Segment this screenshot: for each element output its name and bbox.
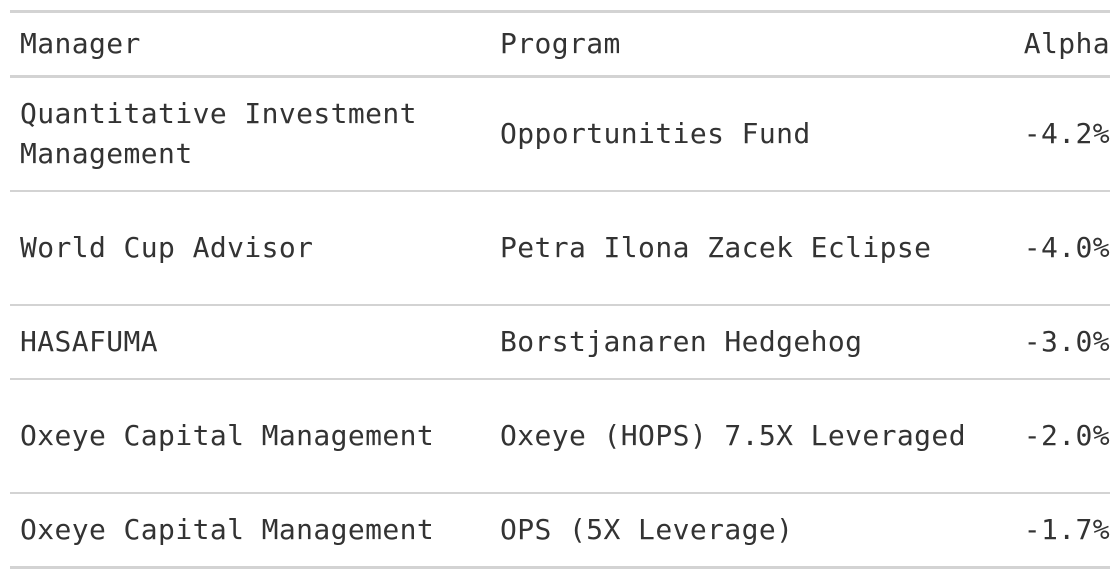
results-table: Manager Program Alpha Quantitative Inves…	[10, 10, 1110, 569]
cell-manager: World Cup Advisor	[10, 191, 490, 306]
results-table-container: Manager Program Alpha Quantitative Inves…	[10, 10, 1110, 569]
cell-alpha: -4.2%	[990, 76, 1110, 192]
table-body: Quantitative Investment Management Oppor…	[10, 76, 1110, 569]
cell-manager: Quantitative Investment Management	[10, 76, 490, 192]
cell-program: Opportunities Fund	[490, 76, 990, 192]
cell-program: Borstjanaren Hedgehog	[490, 305, 990, 380]
cell-program: OPS (5X Leverage)	[490, 493, 990, 569]
cell-program: Oxeye (HOPS) 7.5X Leveraged	[490, 379, 990, 494]
table-header: Manager Program Alpha	[10, 11, 1110, 77]
cell-manager: Oxeye Capital Management	[10, 493, 490, 569]
header-row: Manager Program Alpha	[10, 11, 1110, 77]
cell-alpha: -2.0%	[990, 379, 1110, 494]
cell-alpha: -1.7%	[990, 493, 1110, 569]
cell-program: Petra Ilona Zacek Eclipse	[490, 191, 990, 306]
column-header-manager: Manager	[20, 27, 141, 60]
table-row: Oxeye Capital Management Oxeye (HOPS) 7.…	[10, 379, 1110, 494]
table-row: Quantitative Investment Management Oppor…	[10, 76, 1110, 192]
table-row: HASAFUMA Borstjanaren Hedgehog -3.0%	[10, 305, 1110, 380]
column-header-alpha: Alpha	[1023, 27, 1110, 60]
cell-manager: Oxeye Capital Management	[10, 379, 490, 494]
table-row: Oxeye Capital Management OPS (5X Leverag…	[10, 493, 1110, 569]
column-header-program: Program	[500, 27, 621, 60]
cell-alpha: -3.0%	[990, 305, 1110, 380]
table-row: World Cup Advisor Petra Ilona Zacek Ecli…	[10, 191, 1110, 306]
cell-alpha: -4.0%	[990, 191, 1110, 306]
cell-manager: HASAFUMA	[10, 305, 490, 380]
